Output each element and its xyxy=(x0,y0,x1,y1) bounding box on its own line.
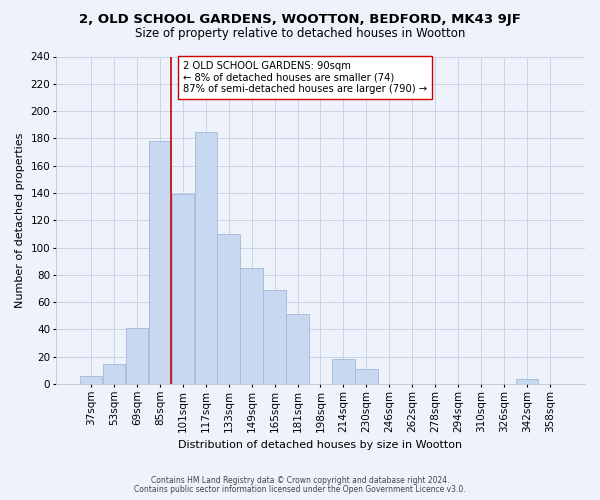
Bar xyxy=(263,290,286,384)
Text: Size of property relative to detached houses in Wootton: Size of property relative to detached ho… xyxy=(135,28,465,40)
X-axis label: Distribution of detached houses by size in Wootton: Distribution of detached houses by size … xyxy=(178,440,463,450)
Bar xyxy=(332,360,355,384)
Bar xyxy=(217,234,240,384)
Bar xyxy=(80,376,103,384)
Y-axis label: Number of detached properties: Number of detached properties xyxy=(15,132,25,308)
Bar xyxy=(149,141,171,384)
Text: Contains HM Land Registry data © Crown copyright and database right 2024.: Contains HM Land Registry data © Crown c… xyxy=(151,476,449,485)
Bar xyxy=(355,369,377,384)
Bar xyxy=(103,364,125,384)
Bar xyxy=(126,328,148,384)
Text: 2, OLD SCHOOL GARDENS, WOOTTON, BEDFORD, MK43 9JF: 2, OLD SCHOOL GARDENS, WOOTTON, BEDFORD,… xyxy=(79,12,521,26)
Bar xyxy=(172,194,194,384)
Bar xyxy=(286,314,309,384)
Text: 2 OLD SCHOOL GARDENS: 90sqm
← 8% of detached houses are smaller (74)
87% of semi: 2 OLD SCHOOL GARDENS: 90sqm ← 8% of deta… xyxy=(183,60,427,94)
Bar xyxy=(241,268,263,384)
Text: Contains public sector information licensed under the Open Government Licence v3: Contains public sector information licen… xyxy=(134,484,466,494)
Bar xyxy=(194,132,217,384)
Bar xyxy=(515,378,538,384)
